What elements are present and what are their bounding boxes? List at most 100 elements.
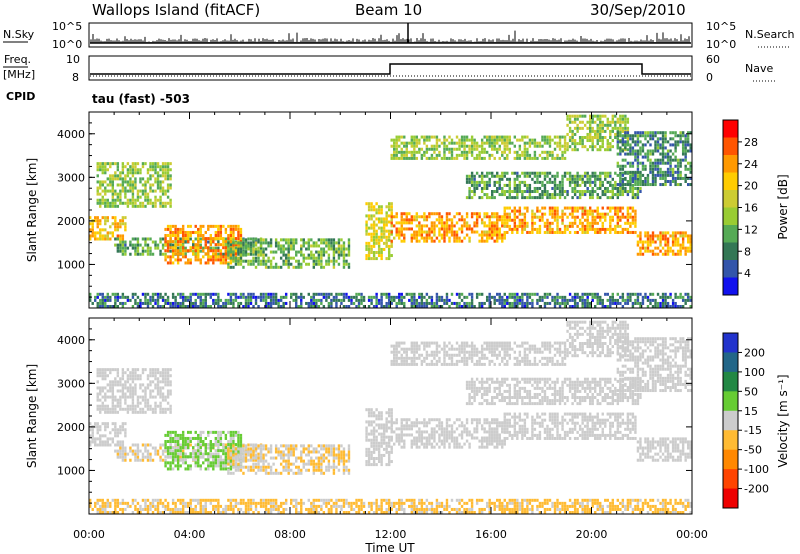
power-cell xyxy=(166,201,170,205)
power-cell xyxy=(480,156,484,160)
power-cell xyxy=(681,234,685,238)
power-cell xyxy=(591,126,594,130)
power-cell xyxy=(654,131,657,135)
power-cell xyxy=(166,186,170,190)
power-cell xyxy=(588,301,592,305)
power-cell xyxy=(267,259,270,263)
power-cell xyxy=(420,153,424,157)
power-cell xyxy=(395,141,398,145)
power-cell xyxy=(393,215,396,219)
power-cell xyxy=(154,180,157,184)
velocity-cell xyxy=(96,371,99,375)
power-cell xyxy=(661,234,665,238)
power-cell xyxy=(599,114,602,118)
power-cell xyxy=(508,206,511,210)
power-cell xyxy=(649,143,652,147)
power-cell xyxy=(398,144,401,148)
power-cell xyxy=(478,301,481,305)
power-cell xyxy=(475,295,479,299)
power-cell xyxy=(443,230,446,234)
velocity-cell xyxy=(121,377,125,381)
power-cell xyxy=(156,177,160,181)
power-cell xyxy=(305,301,308,305)
power-cell xyxy=(659,240,662,244)
power-cell xyxy=(390,254,393,258)
power-cell xyxy=(611,193,614,197)
velocity-cell xyxy=(156,386,160,390)
power-cell xyxy=(300,295,303,299)
power-cell xyxy=(375,229,378,233)
power-cell xyxy=(468,292,471,296)
power-cell xyxy=(377,298,381,302)
power-cell xyxy=(543,193,547,197)
power-cell xyxy=(686,240,690,244)
power-cell xyxy=(624,183,627,187)
power-cell xyxy=(267,292,270,296)
power-cell xyxy=(498,230,501,234)
power-cell xyxy=(234,224,238,228)
power-cell xyxy=(513,135,517,139)
power-cell xyxy=(666,149,670,153)
power-cell xyxy=(179,295,182,299)
power-cell xyxy=(619,176,622,180)
power-cell xyxy=(104,228,107,232)
power-cell xyxy=(475,141,479,145)
power-cell xyxy=(689,295,692,299)
power-cell xyxy=(282,295,285,299)
power-cell xyxy=(400,141,403,145)
power-cell xyxy=(641,295,645,299)
power-cell xyxy=(96,216,99,220)
power-cell xyxy=(89,298,92,302)
power-cell xyxy=(435,138,439,142)
power-cell xyxy=(111,186,115,190)
velocity-cell xyxy=(126,452,130,456)
power-cell xyxy=(606,196,609,200)
power-cell xyxy=(448,156,451,160)
power-cell xyxy=(506,196,509,200)
power-cell xyxy=(317,256,321,260)
power-cell xyxy=(639,301,642,305)
power-cell xyxy=(154,177,157,181)
power-cell xyxy=(438,230,441,234)
power-cell xyxy=(601,120,604,124)
power-cell xyxy=(689,246,692,250)
power-cell xyxy=(576,215,579,219)
power-cell xyxy=(546,221,549,225)
power-cell xyxy=(279,238,283,242)
velocity-cell xyxy=(144,398,147,402)
power-cell xyxy=(345,292,348,296)
power-cell xyxy=(634,149,637,153)
power-cell xyxy=(146,301,150,305)
power-cell xyxy=(614,114,617,118)
power-cell xyxy=(651,167,655,171)
power-cell xyxy=(121,246,125,250)
velocity-cell xyxy=(116,434,120,438)
power-cell xyxy=(674,252,677,256)
power-cell xyxy=(513,196,517,200)
power-cell xyxy=(438,218,441,222)
power-cell xyxy=(591,174,594,178)
power-cell xyxy=(227,224,230,228)
power-cell xyxy=(435,147,439,151)
power-cell xyxy=(325,250,328,254)
power-cell xyxy=(375,232,378,236)
power-cell xyxy=(478,233,481,237)
power-cell xyxy=(488,305,491,308)
power-cell xyxy=(518,186,522,190)
velocity-cell xyxy=(149,371,152,375)
power-cell xyxy=(448,212,451,216)
power-cell xyxy=(634,140,637,144)
power-cell xyxy=(410,236,413,240)
power-cell xyxy=(124,216,127,220)
power-cell xyxy=(511,292,514,296)
power-cell xyxy=(101,168,104,172)
power-cell xyxy=(166,301,170,305)
power-cell xyxy=(460,305,464,308)
power-cell xyxy=(96,292,99,296)
power-cell xyxy=(480,236,484,240)
power-cell xyxy=(644,131,647,135)
power-cell xyxy=(445,230,449,234)
power-cell xyxy=(478,144,481,148)
power-cell xyxy=(139,201,142,205)
power-cell xyxy=(380,211,383,215)
